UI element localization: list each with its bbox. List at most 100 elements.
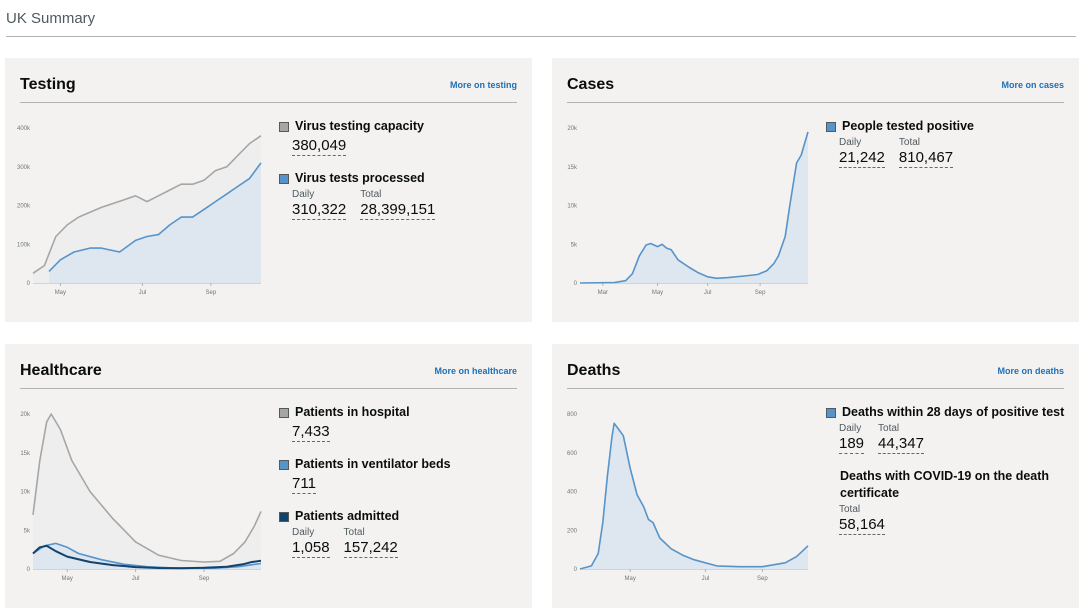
deaths-metrics: Deaths within 28 days of positive test D… bbox=[824, 404, 1069, 549]
series-line bbox=[579, 422, 809, 570]
hospital-swatch bbox=[279, 408, 289, 418]
total-label: Total bbox=[343, 527, 365, 538]
ventilator-metric: Patients in ventilator beds 711 bbox=[277, 456, 522, 494]
y-tick-label: 10k bbox=[20, 490, 31, 496]
more-on-testing-link[interactable]: More on testing bbox=[450, 80, 517, 90]
healthcare-metrics: Patients in hospital 7,433 Patients in v… bbox=[277, 404, 522, 572]
y-tick-label: 15k bbox=[567, 165, 578, 171]
total-value[interactable]: 44,347 bbox=[878, 435, 924, 454]
healthcare-card: Healthcare More on healthcare 0 5k 10k 15k 2… bbox=[5, 344, 532, 608]
total-label: Total bbox=[878, 423, 900, 434]
ventilator-swatch bbox=[279, 460, 289, 470]
deaths-card: Deaths More on deaths 0 200 400 600 800 May Ju… bbox=[552, 344, 1079, 608]
card-divider bbox=[20, 102, 517, 103]
x-tick-label: Jul bbox=[704, 290, 712, 296]
admitted-swatch bbox=[279, 512, 289, 522]
total-label: Total bbox=[839, 504, 861, 515]
metric-label: Patients in ventilator beds bbox=[295, 457, 451, 471]
cases-card: Cases More on cases 0 5k 10k 15k 20k Mar May Ju… bbox=[552, 58, 1079, 322]
testing-card: Testing More on testing 0 100k 200k 300k 400… bbox=[5, 58, 532, 322]
metric-label: Deaths with COVID-19 on the death certif… bbox=[840, 469, 1050, 500]
total-label: Total bbox=[898, 137, 921, 148]
page-title: UK Summary bbox=[6, 10, 96, 27]
y-tick-label: 400 bbox=[567, 490, 578, 496]
processed-swatch bbox=[279, 174, 289, 184]
total-value[interactable]: 28,399,151 bbox=[360, 201, 436, 220]
y-tick-label: 15k bbox=[20, 451, 31, 457]
y-tick-label: 0 bbox=[574, 281, 578, 287]
total-value[interactable]: 810,467 bbox=[898, 149, 954, 168]
x-tick-label: Sep bbox=[199, 576, 210, 582]
series-area bbox=[33, 414, 261, 569]
y-tick-label: 200 bbox=[567, 528, 578, 534]
metric-label: People tested positive bbox=[842, 119, 974, 133]
x-tick-label: Jul bbox=[132, 576, 140, 582]
y-tick-label: 0 bbox=[574, 567, 578, 573]
x-tick-label: Sep bbox=[755, 290, 766, 296]
daily-value[interactable]: 1,058 bbox=[292, 539, 330, 558]
hospital-metric: Patients in hospital 7,433 bbox=[277, 404, 522, 442]
series-line bbox=[32, 135, 262, 274]
metric-label: Virus testing capacity bbox=[295, 119, 424, 133]
testing-chart: 0 100k 200k 300k 400k May Jul Sep bbox=[17, 126, 262, 296]
card-divider bbox=[20, 388, 517, 389]
series-line bbox=[48, 162, 262, 272]
capacity-swatch bbox=[279, 122, 289, 132]
x-tick-label: May bbox=[62, 576, 73, 582]
certificate-metric: Deaths with COVID-19 on the death certif… bbox=[824, 468, 1069, 535]
card-title: Cases bbox=[567, 76, 615, 93]
series-line bbox=[32, 413, 262, 563]
y-tick-label: 200k bbox=[17, 204, 31, 210]
card-title: Deaths bbox=[567, 362, 621, 379]
series-area bbox=[580, 423, 808, 569]
healthcare-chart: 0 5k 10k 15k 20k May Jul Sep bbox=[20, 412, 262, 582]
y-tick-label: 600 bbox=[567, 451, 578, 457]
total-value[interactable]: 58,164 bbox=[839, 516, 885, 535]
card-title: Healthcare bbox=[20, 362, 102, 379]
metric-label: Patients admitted bbox=[295, 509, 400, 523]
y-tick-label: 20k bbox=[20, 412, 31, 418]
y-tick-label: 0 bbox=[27, 567, 31, 573]
x-tick-label: Mar bbox=[598, 290, 608, 296]
y-tick-label: 5k bbox=[571, 242, 578, 248]
x-tick-label: May bbox=[652, 290, 663, 296]
within28-swatch bbox=[826, 408, 836, 418]
daily-value[interactable]: 21,242 bbox=[839, 149, 885, 168]
y-tick-label: 0 bbox=[27, 281, 31, 287]
admitted-metric: Patients admitted Daily 1,058 Total 157,24… bbox=[277, 508, 522, 558]
x-tick-label: Sep bbox=[205, 290, 216, 296]
x-tick-label: Jul bbox=[702, 576, 710, 582]
x-tick-label: Sep bbox=[757, 576, 768, 582]
total-value[interactable]: 157,242 bbox=[343, 539, 398, 558]
card-divider bbox=[567, 102, 1064, 103]
title-divider bbox=[6, 36, 1076, 37]
cases-metrics: People tested positive Daily 21,242 Total… bbox=[824, 118, 1069, 182]
daily-label: Daily bbox=[839, 423, 862, 434]
testing-metrics: Virus testing capacity 380,049 Virus tes… bbox=[277, 118, 522, 234]
series-area bbox=[48, 162, 262, 283]
y-tick-label: 10k bbox=[567, 204, 578, 210]
y-tick-label: 5k bbox=[24, 528, 31, 534]
daily-label: Daily bbox=[292, 527, 315, 538]
metric-label: Deaths within 28 days of positive test bbox=[842, 405, 1065, 419]
x-tick-label: May bbox=[55, 290, 66, 296]
y-tick-label: 20k bbox=[567, 126, 578, 132]
deaths-chart: 0 200 400 600 800 May Jul Sep bbox=[567, 412, 809, 582]
y-tick-label: 800 bbox=[567, 412, 578, 418]
more-on-cases-link[interactable]: More on cases bbox=[1001, 80, 1064, 90]
y-tick-label: 400k bbox=[17, 126, 31, 132]
metric-label: Virus tests processed bbox=[295, 171, 425, 185]
capacity-value[interactable]: 380,049 bbox=[292, 137, 347, 156]
ventilator-value[interactable]: 711 bbox=[292, 475, 316, 494]
processed-metric: Virus tests processed Daily 310,322 Total… bbox=[277, 170, 522, 220]
more-on-deaths-link[interactable]: More on deaths bbox=[997, 366, 1064, 376]
y-tick-label: 300k bbox=[17, 165, 31, 171]
y-tick-label: 100k bbox=[17, 242, 31, 248]
daily-value[interactable]: 189 bbox=[839, 435, 865, 454]
daily-label: Daily bbox=[292, 189, 315, 200]
hospital-value[interactable]: 7,433 bbox=[292, 423, 330, 442]
daily-value[interactable]: 310,322 bbox=[292, 201, 347, 220]
series-line bbox=[579, 131, 809, 284]
more-on-healthcare-link[interactable]: More on healthcare bbox=[434, 366, 517, 376]
card-title: Testing bbox=[20, 76, 76, 93]
